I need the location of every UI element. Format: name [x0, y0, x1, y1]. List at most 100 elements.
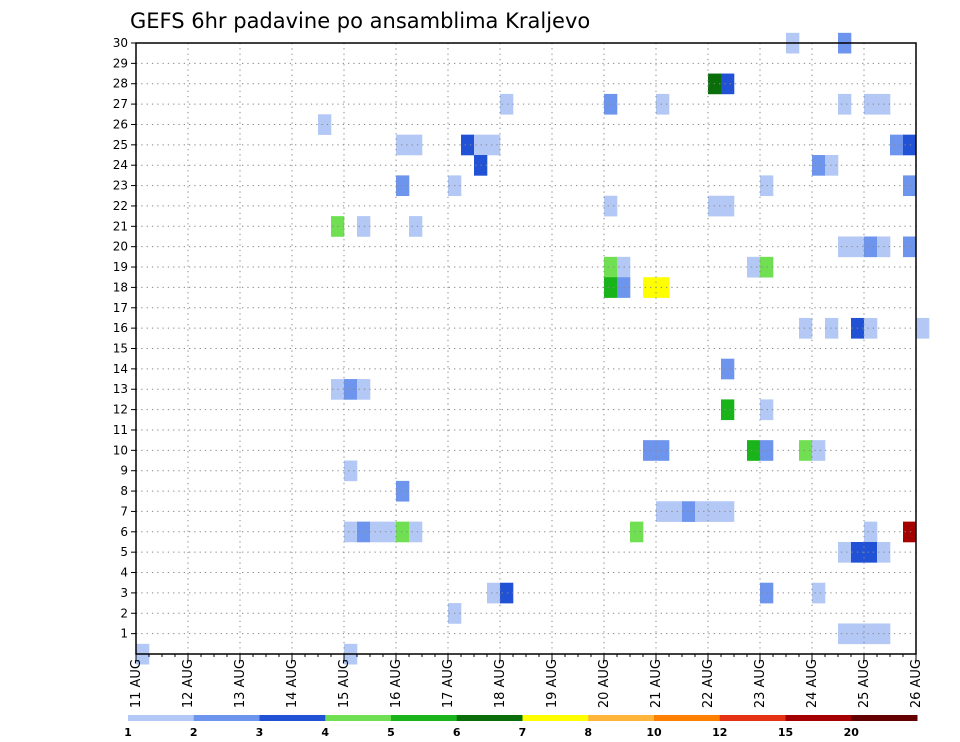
heatmap-cell-63	[396, 480, 410, 502]
heatmap-cell-83	[487, 582, 501, 604]
heatmap-cell-60	[799, 440, 813, 461]
heatmap-cell-53	[357, 379, 371, 400]
y-tick-label: 22	[113, 199, 128, 213]
legend-label: 7	[519, 726, 527, 739]
y-tick-label: 18	[113, 280, 128, 294]
x-tick-label: 14 AUG	[285, 659, 300, 708]
heatmap-cell-77	[864, 521, 878, 543]
heatmap-cell-40	[760, 256, 774, 278]
x-tick-label: 12 AUG	[181, 659, 196, 708]
heatmap-cell-5	[500, 93, 514, 115]
y-tick-label: 11	[113, 423, 128, 437]
legend-label: 6	[453, 726, 461, 739]
heatmap-cell-62	[344, 460, 358, 482]
grid-lines	[136, 43, 916, 654]
heatmap-cell-54	[721, 399, 735, 421]
legend-label: 20	[844, 726, 860, 739]
heatmap-cell-20	[812, 155, 826, 176]
x-tick-label: 26 AUG	[909, 659, 924, 708]
x-tick-label: 23 AUG	[753, 659, 768, 708]
heatmap-cell-7	[656, 93, 670, 115]
heatmap-cell-37	[604, 256, 618, 278]
heatmap-cell-73	[383, 521, 397, 543]
heatmap-cell-26	[604, 195, 618, 217]
heatmap-cell-65	[669, 501, 683, 522]
heatmap-cell-88	[838, 623, 852, 645]
heatmap-cell-75	[409, 521, 423, 543]
y-tick-label: 15	[113, 342, 128, 356]
heatmap-cell-76	[630, 521, 644, 543]
y-tick-label: 9	[120, 464, 128, 478]
legend-label: 15	[778, 726, 793, 739]
legend-swatch-9	[719, 715, 786, 721]
heatmap-cell-66	[682, 501, 696, 522]
y-tick-label: 25	[113, 138, 128, 152]
heatmap-cell-79	[838, 541, 852, 563]
y-tick-label: 17	[113, 301, 128, 315]
y-tick-label: 26	[113, 117, 128, 131]
legend-label: 8	[584, 726, 592, 739]
heatmap-cell-12	[396, 134, 410, 156]
y-tick-label: 8	[120, 484, 128, 498]
heatmap-cell-13	[409, 134, 423, 156]
heatmap-cell-50	[721, 358, 735, 380]
x-tick-label: 15 AUG	[337, 659, 352, 708]
x-tick-label: 22 AUG	[701, 659, 716, 708]
heatmap-cell-58	[747, 440, 761, 461]
y-tick-label: 21	[113, 219, 128, 233]
legend-label: 3	[256, 726, 264, 739]
chart-title: GEFS 6hr padavine po ansamblima Kraljevo	[130, 9, 590, 33]
heatmap-cell-6	[604, 93, 618, 115]
heatmap-cell-18	[903, 134, 917, 156]
heatmap-cell-70	[344, 521, 358, 543]
y-tick-label: 4	[120, 566, 128, 580]
heatmap-cell-32	[838, 236, 852, 258]
heatmap-cell-9	[864, 93, 878, 115]
heatmap-cell-90	[864, 623, 878, 645]
y-tick-label: 1	[120, 627, 128, 641]
legend-swatch-5	[456, 715, 523, 721]
legend-swatch-6	[522, 715, 589, 721]
heatmap-cell-4	[721, 73, 735, 95]
x-tick-label: 17 AUG	[441, 659, 456, 708]
heatmap-cell-59	[760, 440, 774, 461]
legend-label: 4	[321, 726, 329, 739]
legend-swatch-2	[259, 715, 326, 721]
heatmap-cell-71	[357, 521, 371, 543]
y-tick-label: 28	[113, 77, 128, 91]
heatmap-cell-34	[864, 236, 878, 258]
heatmap-cell-84	[500, 582, 514, 604]
heatmap-cell-24	[760, 175, 774, 197]
legend-swatch-4	[391, 715, 458, 721]
legend-label: 12	[712, 726, 727, 739]
legend-label: 5	[387, 726, 395, 739]
y-tick-label: 5	[120, 545, 128, 559]
heatmap-cell-36	[903, 236, 917, 258]
heatmap-cell-45	[799, 317, 813, 339]
x-tick-label: 11 AUG	[129, 659, 144, 708]
x-tick-label: 24 AUG	[805, 659, 820, 708]
x-tick-label: 13 AUG	[233, 659, 248, 708]
color-legend: 1 2 3 4 5 6 7 8 10 12 15 20	[124, 715, 918, 739]
y-tick-label: 29	[113, 56, 128, 70]
heatmap-cell-86	[812, 582, 826, 604]
heatmap-cell-61	[812, 440, 826, 461]
y-tick-label: 10	[113, 443, 128, 457]
legend-swatch-10	[785, 715, 852, 721]
y-tick-label: 16	[113, 321, 128, 335]
heatmap-cell-11	[318, 114, 332, 135]
legend-swatch-3	[325, 715, 392, 721]
x-tick-label: 21 AUG	[649, 659, 664, 708]
heatmap-cell-69	[721, 501, 735, 522]
heatmap-cell-55	[760, 399, 774, 421]
heatmap-cell-25	[903, 175, 917, 197]
x-tick-label: 16 AUG	[389, 659, 404, 708]
legend-label: 10	[646, 726, 662, 739]
y-tick-label: 6	[120, 525, 128, 539]
heatmap-cell-31	[409, 216, 423, 237]
legend-label: 1	[124, 726, 132, 739]
x-tick-label: 18 AUG	[493, 659, 508, 708]
legend-swatch-7	[588, 715, 655, 721]
heatmap-cell-44	[656, 277, 670, 298]
y-tick-label: 23	[113, 179, 128, 193]
